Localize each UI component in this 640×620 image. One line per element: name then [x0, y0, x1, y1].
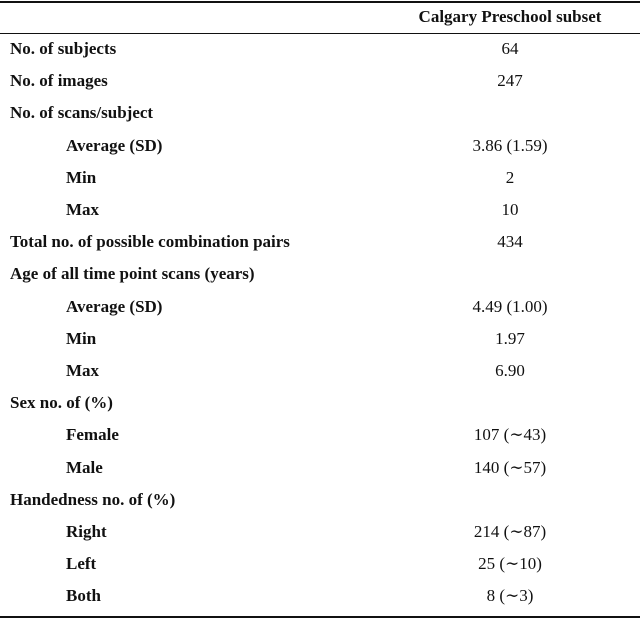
row-value: 247 [497, 71, 523, 91]
sub-row-label: Male [66, 457, 103, 477]
row-label: No. of images [10, 71, 108, 91]
sub-row-value: 2 [505, 167, 515, 187]
sub-row-label: Max [66, 200, 100, 219]
sub-row-label: Right [66, 522, 107, 541]
column-header: Calgary Preschool subset [418, 7, 602, 26]
header-rule [0, 33, 640, 34]
sub-row-label: Female [66, 425, 119, 445]
sub-row-value: 6.90 [495, 361, 525, 380]
sub-row-label: Left [66, 554, 97, 574]
row-value: 434 [497, 232, 523, 252]
sub-row-value: 25 (∼10) [478, 554, 542, 574]
sub-row-value: 214 (∼87) [473, 522, 547, 541]
sub-row-value: 140 (∼57) [473, 457, 547, 477]
sub-row-label: Min [66, 328, 97, 348]
row-label: Sex no. of (%) [10, 393, 113, 413]
row-value: 64 [501, 39, 519, 58]
sub-row-value: 10 [501, 200, 519, 219]
sub-row-value: 8 (∼3) [486, 586, 534, 606]
bottom-rule [0, 616, 640, 618]
row-label: No. of subjects [10, 39, 117, 58]
sub-row-label: Min [66, 167, 97, 187]
row-label: Age of all time point scans (years) [10, 264, 255, 284]
top-rule [0, 1, 640, 3]
sub-row-label: Average (SD) [66, 135, 163, 155]
sub-row-value: 4.49 (1.00) [472, 296, 548, 316]
row-label: Total no. of possible combination pairs [10, 232, 290, 252]
sub-row-label: Both [66, 586, 101, 606]
sub-row-label: Average (SD) [66, 296, 163, 316]
sub-row-value: 1.97 [495, 328, 525, 348]
row-label: No. of scans/subject [10, 103, 154, 123]
sub-row-value: 107 (∼43) [473, 425, 547, 445]
sub-row-label: Max [66, 361, 100, 380]
sub-row-value: 3.86 (1.59) [472, 135, 548, 155]
row-label: Handedness no. of (%) [10, 489, 176, 509]
